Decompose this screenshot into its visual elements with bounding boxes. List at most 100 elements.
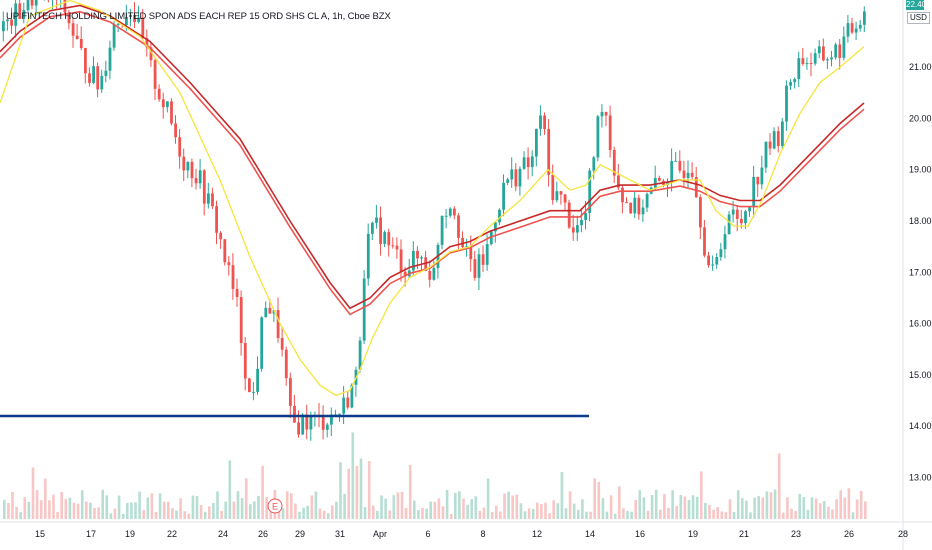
- candle-body: [621, 187, 624, 203]
- candle-body: [129, 14, 132, 18]
- candle-body: [530, 156, 534, 168]
- volume-bar: [208, 506, 211, 519]
- candle-body: [149, 47, 153, 61]
- volume-bar: [478, 510, 482, 519]
- volume-bar: [97, 507, 100, 519]
- x-tick-label: 14: [585, 529, 595, 539]
- candle-body: [338, 413, 341, 415]
- candle-body: [703, 227, 706, 256]
- volume-bar: [605, 511, 609, 519]
- volume-bar: [823, 501, 826, 519]
- candle-body: [161, 99, 165, 108]
- volume-bar: [27, 501, 31, 519]
- candle-body: [342, 397, 346, 414]
- volume-bar: [236, 491, 240, 519]
- volume-bar: [753, 497, 756, 519]
- volume-bar: [220, 510, 223, 519]
- volume-bar: [667, 507, 670, 519]
- candle-body: [481, 254, 485, 265]
- volume-bar: [191, 495, 195, 519]
- volume-bar: [265, 497, 268, 519]
- x-tick-label: 15: [35, 529, 45, 539]
- volume-bar: [462, 498, 465, 519]
- volume-bar: [72, 502, 76, 519]
- volume-bar: [839, 490, 842, 519]
- candle-body: [440, 215, 444, 245]
- candle-body: [18, 3, 22, 19]
- candle-body: [748, 207, 751, 212]
- candle-body: [395, 245, 399, 250]
- candle-body: [805, 63, 809, 65]
- volume-bar: [404, 507, 408, 519]
- volume-bar: [39, 500, 43, 519]
- candle-body: [592, 157, 596, 171]
- candle-body: [309, 416, 313, 430]
- volume-bar: [814, 498, 818, 519]
- volume-bar: [437, 498, 441, 519]
- volume-bar: [724, 512, 728, 519]
- volume-bar: [347, 468, 350, 519]
- candle-body: [518, 168, 522, 187]
- candle-body: [571, 227, 575, 233]
- candle-body: [473, 259, 477, 278]
- candle-body: [555, 191, 559, 201]
- volume-bar: [109, 513, 113, 519]
- volume-bar: [89, 502, 92, 519]
- earnings-marker[interactable]: [267, 498, 283, 514]
- volume-bar: [52, 494, 55, 519]
- candle-body: [207, 193, 210, 204]
- x-tick-label: 21: [739, 529, 749, 539]
- volume-bar: [56, 512, 59, 519]
- volume-bar: [359, 458, 363, 519]
- volume-bar: [568, 491, 572, 519]
- volume-bar: [294, 503, 297, 519]
- volume-bar: [720, 511, 724, 519]
- candle-body: [178, 137, 182, 157]
- volume-bar: [564, 508, 568, 519]
- volume-bar: [851, 512, 855, 519]
- volume-bar: [445, 489, 449, 519]
- volume-bar: [470, 499, 473, 519]
- x-tick-label: 16: [635, 529, 645, 539]
- candle-body: [740, 218, 743, 224]
- candle-body: [108, 47, 112, 71]
- candle-body: [731, 209, 735, 215]
- volume-bar: [68, 497, 72, 519]
- volume-bar: [806, 509, 810, 519]
- x-tick-label: Apr: [373, 529, 387, 539]
- volume-bar: [741, 498, 744, 519]
- candle-body: [781, 121, 784, 147]
- candle-body: [727, 214, 731, 235]
- candle-body: [399, 249, 403, 272]
- volume-bar: [454, 492, 457, 519]
- candle-body: [297, 422, 300, 435]
- volume-bar: [7, 502, 10, 519]
- volume-bar: [228, 460, 232, 519]
- candle-body: [34, 0, 38, 6]
- candle-body: [817, 46, 821, 54]
- currency-label[interactable]: USD: [907, 12, 930, 24]
- volume-bar: [31, 467, 35, 519]
- candle-body: [104, 70, 108, 76]
- volume-bar: [777, 453, 781, 519]
- candle-body: [826, 59, 829, 61]
- candle-body: [465, 246, 469, 248]
- volume-bar: [589, 511, 592, 519]
- volume-bar: [290, 493, 293, 519]
- candle-body: [125, 17, 128, 26]
- volume-bar: [281, 508, 285, 519]
- y-tick-label: 19.00: [909, 165, 932, 175]
- candle-body: [30, 0, 34, 6]
- volume-bar: [388, 510, 391, 519]
- volume-bar: [179, 498, 182, 519]
- candle-body: [79, 38, 83, 49]
- volume-bar: [146, 497, 150, 519]
- candle-body: [71, 23, 75, 36]
- volume-bar: [745, 500, 748, 519]
- candle-body: [596, 116, 600, 158]
- volume-bar: [384, 498, 387, 519]
- volume-bar: [449, 513, 453, 519]
- volume-bar: [138, 491, 141, 519]
- volume-bar: [253, 501, 256, 519]
